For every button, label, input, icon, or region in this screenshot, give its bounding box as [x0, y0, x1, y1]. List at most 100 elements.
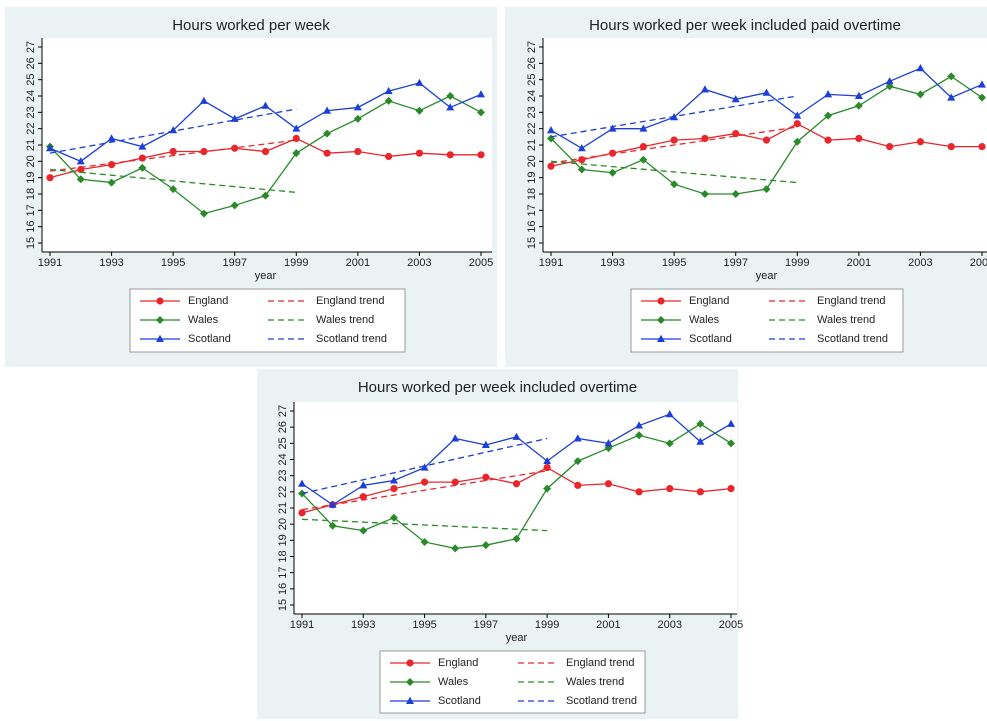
- data-point: [230, 201, 239, 210]
- data-point: [978, 93, 986, 102]
- data-point: [604, 480, 613, 488]
- data-point: [635, 488, 643, 496]
- data-point: [477, 151, 485, 159]
- data-point: [670, 136, 678, 144]
- x-tick-label: 2003: [657, 619, 681, 631]
- data-point: [231, 144, 239, 152]
- data-point: [947, 72, 956, 81]
- x-tick-label: 2003: [908, 257, 932, 269]
- data-point: [762, 136, 771, 144]
- y-tick-label: 21: [25, 139, 37, 151]
- data-point: [420, 537, 429, 546]
- legend-marker: [156, 297, 164, 305]
- data-point: [359, 493, 367, 501]
- data-point: [451, 434, 460, 442]
- chart-title: Hours worked per week included paid over…: [589, 17, 901, 34]
- data-point: [323, 129, 332, 138]
- data-point: [577, 144, 586, 152]
- data-point: [46, 144, 54, 152]
- data-point: [543, 456, 552, 465]
- data-point: [482, 473, 490, 481]
- data-point: [700, 190, 709, 198]
- data-point: [446, 92, 455, 100]
- y-tick-label: 15: [277, 599, 289, 611]
- data-point: [635, 431, 644, 440]
- series-line: [301, 470, 548, 511]
- data-point: [323, 149, 331, 157]
- legend-label: Wales: [438, 676, 469, 688]
- y-tick-label: 23: [526, 106, 538, 118]
- data-point: [793, 120, 801, 128]
- series-line: [301, 518, 548, 532]
- data-point: [138, 163, 147, 172]
- data-point: [639, 155, 648, 164]
- data-point: [169, 185, 178, 194]
- legend-label: England trend: [566, 657, 635, 669]
- data-point: [854, 101, 863, 110]
- x-tick-label: 1991: [38, 257, 62, 269]
- data-point: [261, 147, 270, 156]
- data-point: [477, 90, 485, 98]
- legend-label: England trend: [817, 295, 886, 307]
- data-point: [608, 124, 617, 132]
- x-tick-label: 1997: [222, 257, 246, 269]
- y-tick-label: 19: [277, 534, 289, 546]
- data-point: [107, 161, 116, 169]
- y-tick-label: 17: [277, 567, 289, 579]
- data-point: [727, 419, 735, 427]
- data-point: [731, 95, 740, 103]
- data-point: [384, 86, 393, 95]
- y-tick-label: 20: [25, 155, 37, 167]
- data-point: [512, 480, 521, 488]
- y-tick-label: 26: [526, 57, 538, 69]
- x-tick-label: 1999: [785, 257, 809, 269]
- legend-label: Scotland: [188, 333, 231, 345]
- data-point: [298, 509, 306, 517]
- data-point: [727, 485, 735, 493]
- data-point: [574, 481, 582, 489]
- data-point: [947, 143, 955, 151]
- data-point: [947, 93, 956, 101]
- data-point: [359, 526, 368, 535]
- y-tick-label: 22: [526, 123, 538, 135]
- series-line: [550, 126, 798, 164]
- data-point: [577, 165, 586, 174]
- y-tick-label: 25: [25, 74, 37, 86]
- data-point: [731, 190, 740, 198]
- y-tick-label: 27: [25, 41, 37, 53]
- data-point: [481, 440, 490, 448]
- data-point: [824, 90, 833, 98]
- y-tick-label: 25: [526, 74, 538, 86]
- chart-title: Hours worked per week included overtime: [358, 379, 637, 396]
- data-point: [543, 463, 551, 472]
- x-tick-label: 1999: [535, 619, 559, 631]
- data-point: [793, 111, 802, 119]
- data-point: [384, 96, 393, 105]
- y-tick-label: 23: [25, 106, 37, 118]
- y-tick-label: 26: [25, 57, 37, 69]
- x-tick-label: 1993: [99, 257, 123, 269]
- x-tick-label: 1997: [474, 619, 498, 631]
- y-tick-label: 19: [526, 172, 538, 184]
- x-axis-label: year: [756, 270, 778, 282]
- data-point: [389, 476, 398, 484]
- data-point: [420, 478, 429, 486]
- data-point: [389, 513, 398, 522]
- data-point: [696, 488, 704, 496]
- y-tick-label: 19: [25, 172, 37, 184]
- data-point: [635, 421, 644, 429]
- x-tick-label: 1995: [662, 257, 686, 269]
- y-tick-label: 20: [277, 518, 289, 530]
- legend-label: England trend: [316, 295, 385, 307]
- data-point: [138, 142, 147, 150]
- x-tick-label: 2005: [469, 257, 493, 269]
- data-point: [916, 90, 925, 99]
- series-line: [49, 139, 297, 172]
- data-point: [762, 88, 771, 96]
- legend-marker: [406, 678, 414, 686]
- y-tick-label: 16: [526, 221, 538, 233]
- legend-marker: [406, 696, 414, 704]
- series-line: [49, 168, 297, 194]
- y-tick-label: 18: [25, 188, 37, 200]
